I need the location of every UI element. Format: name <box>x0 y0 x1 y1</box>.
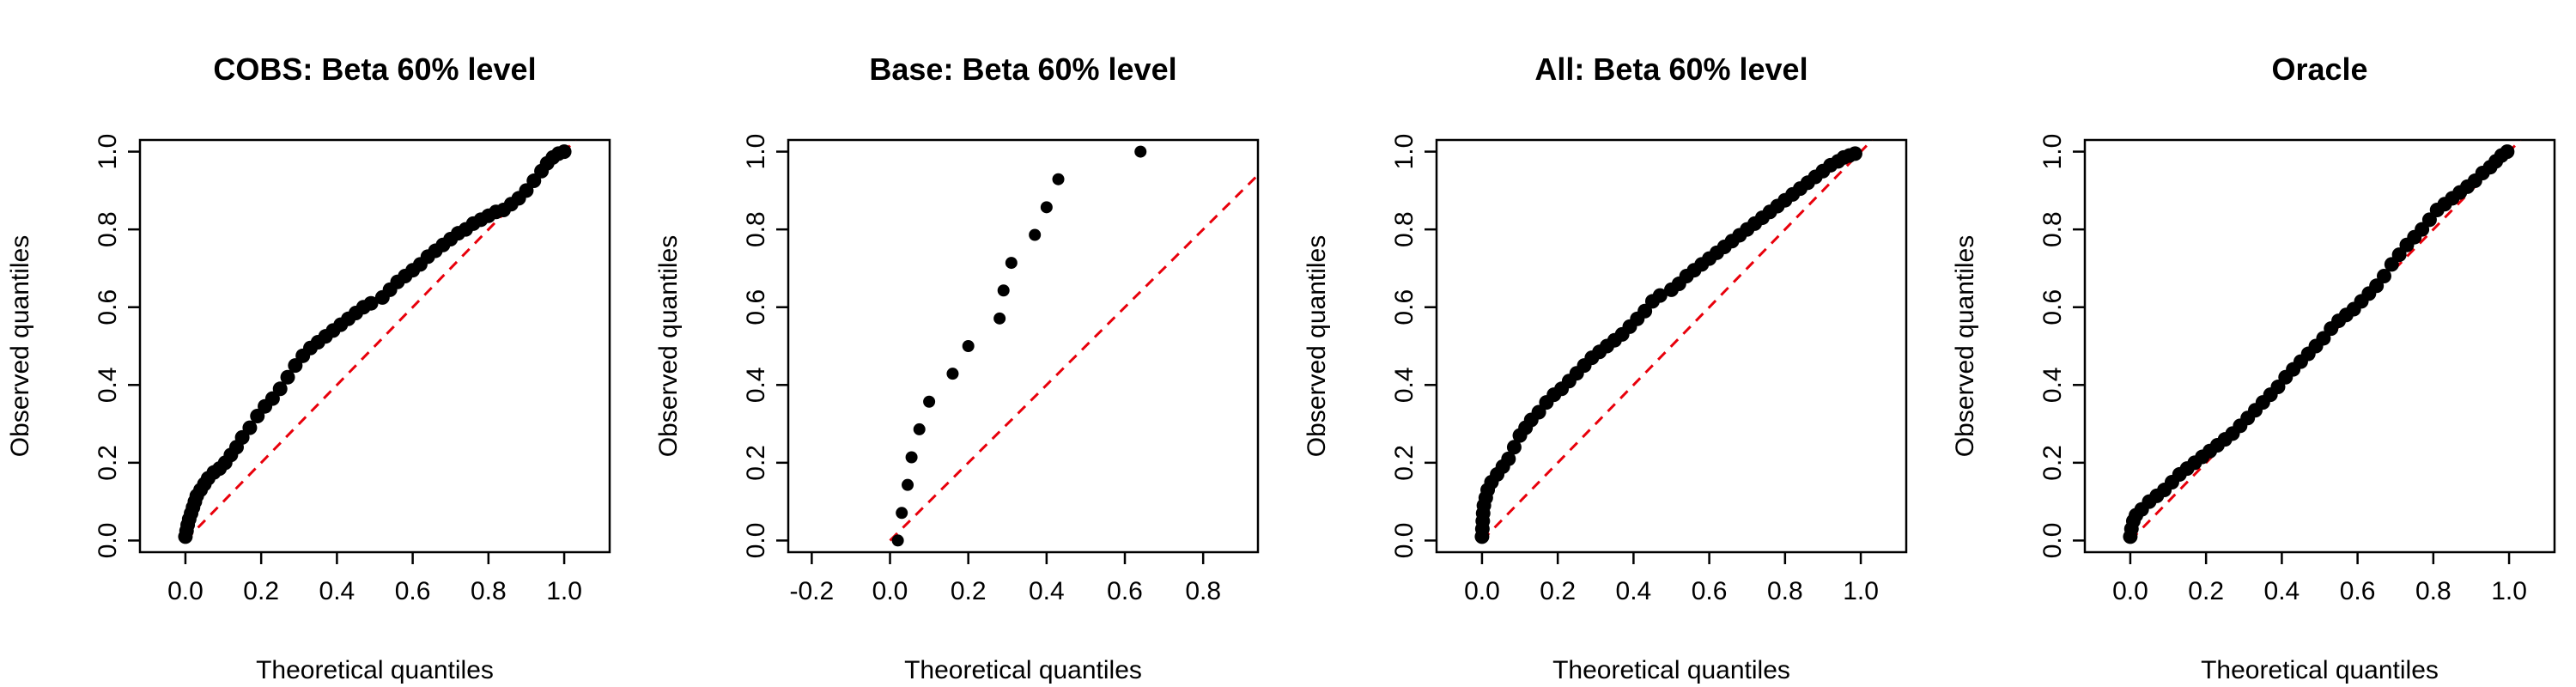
x-tick-label: 0.8 <box>471 577 507 605</box>
y-tick-label: 0.8 <box>94 211 122 247</box>
data-point <box>1040 201 1053 214</box>
x-tick-label: 0.0 <box>1464 577 1500 605</box>
x-tick-label: 0.4 <box>1029 577 1065 605</box>
y-axis-label: Observed quantiles <box>6 235 34 458</box>
x-tick-label: 0.6 <box>1107 577 1143 605</box>
y-tick-label: 0.2 <box>94 445 122 481</box>
data-point <box>902 478 914 491</box>
x-tick-label: 0.8 <box>1767 577 1803 605</box>
y-tick-label: 0.6 <box>94 289 122 325</box>
y-tick-label: 1.0 <box>742 134 770 170</box>
panel-title: Oracle <box>2271 52 2367 87</box>
x-tick-label: 0.8 <box>2415 577 2451 605</box>
data-point <box>923 395 936 408</box>
reference-line <box>184 140 577 542</box>
data-point <box>1029 228 1042 241</box>
y-tick-label: 0.0 <box>742 523 770 559</box>
x-axis-label: Theoretical quantiles <box>1552 656 1790 684</box>
x-tick-label: 1.0 <box>546 577 582 605</box>
data-point <box>556 144 572 160</box>
data-point <box>2376 268 2391 283</box>
y-tick-label: 0.8 <box>1390 211 1419 247</box>
panel-1: COBS: Beta 60% level 0.0 0.2 0.4 0.6 0.8 1.0 0.… <box>6 52 611 684</box>
panel-title: Base: Beta 60% level <box>869 52 1176 87</box>
y-tick-label: 0.6 <box>742 289 770 325</box>
reference-line <box>1480 140 1874 542</box>
y-axis-label: Observed quantiles <box>1303 235 1331 458</box>
x-tick-label: -0.2 <box>789 577 834 605</box>
x-tick-label: 0.2 <box>2188 577 2224 605</box>
x-tick-label: 0.4 <box>319 577 355 605</box>
data-point <box>1506 440 1522 455</box>
data-point <box>946 368 959 380</box>
y-tick-label: 0.8 <box>2038 211 2067 247</box>
data-point <box>1134 145 1147 158</box>
data-point <box>993 312 1006 325</box>
x-tick-label: 0.4 <box>2264 577 2300 605</box>
y-tick-label: 0.6 <box>1390 289 1419 325</box>
y-tick-label: 1.0 <box>94 134 122 170</box>
x-tick-label: 0.0 <box>2112 577 2148 605</box>
x-tick-label: 0.2 <box>1540 577 1576 605</box>
data-point <box>363 295 379 311</box>
data-point <box>913 423 926 435</box>
x-tick-label: 0.2 <box>243 577 279 605</box>
x-tick-label: 0.4 <box>1616 577 1652 605</box>
reference-line <box>889 173 1258 542</box>
panel-4: Oracle 0.0 0.2 0.4 0.6 0.8 1.0 0.0 0.2 0.4 0.6 0.8 1… <box>1951 52 2556 684</box>
data-point <box>1052 173 1065 185</box>
x-axis-label: Theoretical quantiles <box>256 656 494 684</box>
plot-frame <box>2083 138 2556 554</box>
panel-title: COBS: Beta 60% level <box>213 52 536 87</box>
y-tick-label: 0.8 <box>742 211 770 247</box>
x-tick-label: 0.6 <box>1692 577 1728 605</box>
data-point <box>272 381 288 397</box>
data-point <box>1847 146 1862 161</box>
panel-title: All: Beta 60% level <box>1534 52 1807 87</box>
y-tick-label: 0.0 <box>2038 523 2067 559</box>
x-tick-label: 0.6 <box>395 577 431 605</box>
y-tick-label: 0.4 <box>1390 367 1419 403</box>
x-tick-label: 0.0 <box>167 577 204 605</box>
x-axis-label: Theoretical quantiles <box>2201 656 2439 684</box>
y-tick-label: 0.4 <box>94 367 122 403</box>
y-axis-label: Observed quantiles <box>1951 235 1979 458</box>
x-tick-label: 0.0 <box>872 577 908 605</box>
x-tick-label: 1.0 <box>2491 577 2527 605</box>
y-tick-label: 0.0 <box>1390 523 1419 559</box>
y-tick-label: 0.2 <box>742 445 770 481</box>
y-tick-label: 0.4 <box>2038 367 2067 403</box>
x-axis-label: Theoretical quantiles <box>904 656 1142 684</box>
panel-3: All: Beta 60% level 0.0 0.2 0.4 0.6 0.8 1.0 0.0… <box>1303 52 1908 684</box>
y-tick-label: 0.6 <box>2038 289 2067 325</box>
data-point <box>1005 257 1018 270</box>
y-tick-label: 0.2 <box>2038 445 2067 481</box>
y-tick-label: 0.2 <box>1390 445 1419 481</box>
y-tick-label: 0.4 <box>742 367 770 403</box>
y-tick-label: 1.0 <box>1390 134 1419 170</box>
data-point <box>891 534 904 547</box>
data-point <box>905 451 918 464</box>
data-point <box>2500 144 2515 160</box>
y-tick-label: 0.0 <box>94 523 122 559</box>
x-tick-label: 1.0 <box>1843 577 1879 605</box>
panel-2: Base: Beta 60% level -0.2 0.0 0.2 0.4 0.6 0.8 0… <box>654 52 1260 684</box>
x-tick-label: 0.2 <box>951 577 987 605</box>
y-axis-label: Observed quantiles <box>654 235 683 458</box>
data-point <box>242 420 258 435</box>
plot-frame <box>787 138 1260 554</box>
data-point <box>280 369 295 385</box>
data-point <box>997 284 1010 297</box>
x-tick-label: 0.6 <box>2340 577 2376 605</box>
data-point <box>1652 288 1668 303</box>
data-point <box>962 340 975 352</box>
plot-frame <box>1435 138 1908 554</box>
y-tick-label: 1.0 <box>2038 134 2067 170</box>
x-tick-label: 0.8 <box>1185 577 1221 605</box>
data-point <box>896 507 908 520</box>
data-point <box>1501 451 1516 466</box>
plot-frame <box>138 138 611 554</box>
